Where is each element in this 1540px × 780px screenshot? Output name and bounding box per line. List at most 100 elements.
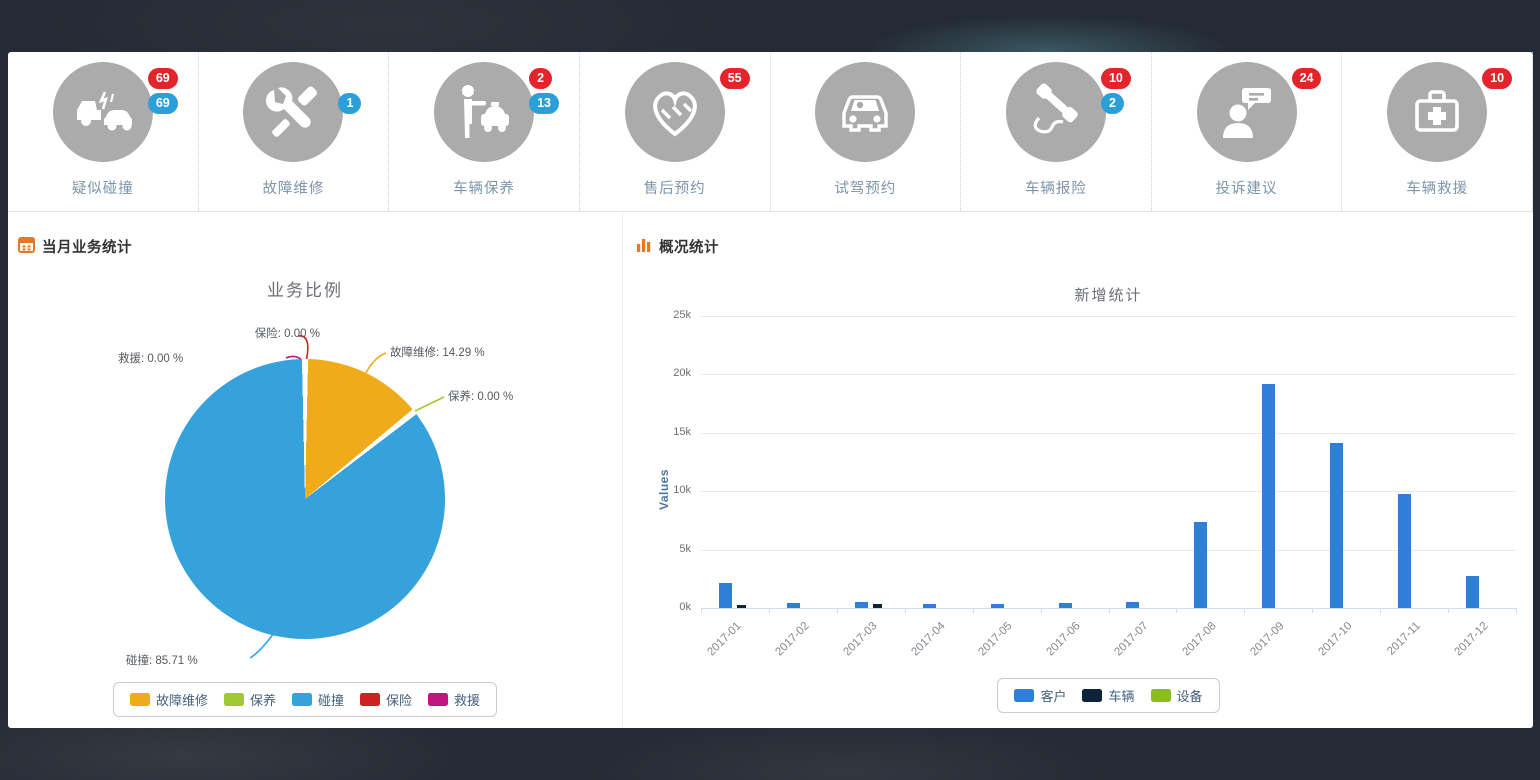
legend-label: 救援	[454, 693, 481, 708]
pie-legend-item[interactable]: 救援	[428, 690, 480, 709]
x-axis-label: 2017-01	[705, 620, 744, 659]
bar-客户-2017-07[interactable]	[1126, 602, 1140, 608]
shortcut-after-sales[interactable]: 55 售后预约	[580, 52, 771, 211]
insurance-report-icon	[1036, 83, 1078, 123]
bar-legend-item[interactable]: 设备	[1150, 686, 1203, 705]
shortcut-complaints[interactable]: 24 投诉建议	[1152, 52, 1343, 211]
x-axis-label: 2017-07	[1112, 620, 1151, 659]
charts-area: 当月业务统计 业务比例 故障维修: 14.29 % 保养: 0.00 % 碰撞: 8…	[8, 212, 1533, 728]
x-axis-label: 2017-08	[1180, 620, 1219, 659]
shortcut-collision[interactable]: 69 69 疑似碰撞	[8, 52, 199, 211]
count-badge-blue: 69	[147, 93, 178, 114]
collision-icon	[76, 101, 101, 120]
pie-legend-item[interactable]: 保养	[223, 690, 276, 709]
legend-swatch	[1150, 689, 1171, 702]
repair-icon	[266, 87, 312, 128]
pie-legend-item[interactable]: 碰撞	[291, 690, 344, 709]
x-axis-label: 2017-03	[840, 620, 880, 659]
shortcut-icon-circle	[52, 62, 153, 162]
monthly-business-title: 当月业务统计	[42, 240, 132, 256]
bar-车辆-2017-03[interactable]	[872, 604, 882, 608]
gridline	[701, 491, 1516, 493]
shortcut-icon-circle	[1196, 62, 1297, 162]
bar-客户-2017-11[interactable]	[1398, 493, 1412, 608]
count-badge-red: 10	[1100, 68, 1131, 89]
gridline	[701, 374, 1516, 376]
shortcut-label: 试驾预约	[834, 181, 897, 197]
bar-chart-title: 新增统计	[1074, 287, 1143, 304]
shortcut-maintenance[interactable]: 2 13 车辆保养	[389, 52, 580, 211]
count-badge-blue: 13	[529, 93, 559, 114]
x-axis-label: 2017-04	[908, 620, 948, 659]
pie-callout-3: 碰撞: 85.71 %	[126, 655, 198, 667]
business-ratio-pie[interactable]	[165, 359, 445, 639]
overview-header: 概况统计	[635, 236, 719, 257]
x-tick-mark	[1176, 608, 1178, 613]
complaints-icon	[1229, 104, 1247, 122]
pie-legend: 故障维修 保养 碰撞 保险 救援	[8, 682, 602, 717]
bar-客户-2017-01[interactable]	[718, 583, 732, 608]
legend-label: 客户	[1040, 689, 1067, 704]
y-tick-label: 10k	[673, 484, 691, 497]
bar-客户-2017-08[interactable]	[1194, 521, 1208, 608]
pie-callout-1: 故障维修: 14.29 %	[390, 347, 485, 359]
gridline	[701, 432, 1516, 434]
bar-客户-2017-06[interactable]	[1058, 603, 1072, 608]
shortcut-icon-circle	[1005, 62, 1106, 162]
shortcut-icon-circle	[815, 62, 916, 162]
x-axis-label: 2017-09	[1248, 620, 1287, 659]
x-tick-mark	[904, 608, 906, 613]
bar-客户-2017-04[interactable]	[922, 603, 936, 608]
shortcut-label: 故障维修	[262, 181, 325, 197]
bar-客户-2017-12[interactable]	[1466, 576, 1480, 608]
bar-客户-2017-10[interactable]	[1330, 443, 1344, 608]
shortcuts-row: 69 69 疑似碰撞 1 故障维修 2 13 车辆保养 55 售后预约 试驾预约 10 2 车辆报险 24 投…	[8, 52, 1533, 212]
shortcut-label: 投诉建议	[1215, 181, 1278, 197]
pie-legend-item[interactable]: 故障维修	[129, 690, 208, 709]
bar-legend-item[interactable]: 客户	[1014, 686, 1066, 705]
legend-swatch	[223, 693, 244, 706]
bar-客户-2017-02[interactable]	[786, 603, 800, 608]
bar-legend-item[interactable]: 车辆	[1082, 686, 1135, 705]
callout-line	[414, 396, 445, 412]
pie-chart-title: 业务比例	[267, 281, 343, 300]
x-tick-mark	[1040, 608, 1042, 613]
monthly-business-header: 当月业务统计	[18, 236, 132, 257]
legend-swatch	[1082, 689, 1103, 702]
shortcut-label: 疑似碰撞	[71, 181, 134, 197]
x-tick-mark	[1108, 608, 1110, 613]
callout-line	[249, 632, 275, 659]
callout-line	[364, 352, 387, 376]
x-tick-mark	[701, 608, 702, 613]
legend-swatch	[129, 693, 150, 706]
calendar-icon	[18, 236, 35, 257]
monthly-business-section: 当月业务统计 业务比例 故障维修: 14.29 % 保养: 0.00 % 碰撞: 8…	[8, 212, 623, 728]
x-axis-label: 2017-06	[1044, 620, 1084, 659]
bar-客户-2017-05[interactable]	[990, 603, 1004, 608]
x-tick-mark	[1516, 608, 1517, 613]
shortcut-test-drive[interactable]: 试驾预约	[771, 52, 962, 211]
legend-swatch	[360, 693, 380, 706]
gridline	[701, 316, 1516, 317]
bar-客户-2017-09[interactable]	[1262, 383, 1276, 608]
gridline	[701, 549, 1516, 551]
pie-callout-5: 救援: 0.00 %	[118, 353, 184, 365]
bar-legend: 客户 车辆 设备	[701, 678, 1516, 713]
pie-legend-item[interactable]: 保险	[360, 690, 412, 709]
count-badge-red: 24	[1291, 68, 1322, 89]
shortcut-repair[interactable]: 1 故障维修	[199, 52, 390, 211]
legend-label: 碰撞	[317, 693, 344, 708]
shortcut-icon-circle	[1387, 62, 1488, 162]
bar-车辆-2017-01[interactable]	[736, 605, 746, 608]
shortcut-rescue[interactable]: 10 车辆救援	[1342, 52, 1533, 211]
barchart-icon	[635, 236, 652, 257]
x-axis-label: 2017-10	[1316, 620, 1355, 659]
shortcut-insurance-report[interactable]: 10 2 车辆报险	[961, 52, 1152, 211]
overview-section: 概况统计 新增统计 Values 客户 车辆 设备 0k 5k 10k 15k 20k 25k…	[623, 212, 1533, 728]
after-sales-icon	[652, 91, 697, 137]
bar-客户-2017-03[interactable]	[854, 602, 868, 608]
shortcut-icon-circle	[243, 62, 344, 162]
y-tick-label: 0k	[679, 601, 691, 613]
legend-label: 保养	[249, 693, 276, 708]
